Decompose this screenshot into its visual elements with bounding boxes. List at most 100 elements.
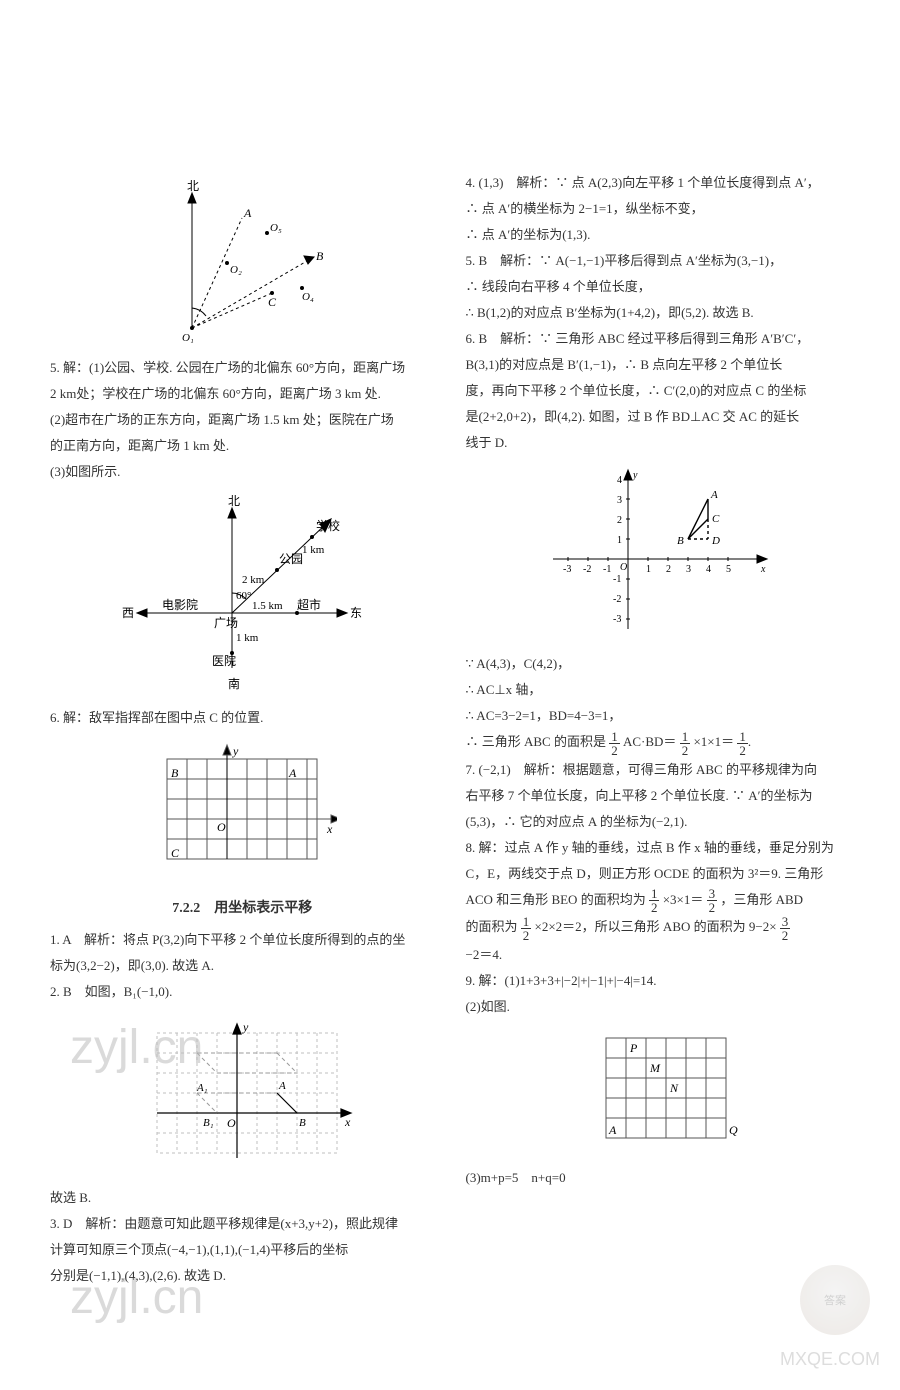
- svg-text:-2: -2: [613, 594, 621, 605]
- svg-text:3: 3: [617, 495, 622, 506]
- svg-text:O: O: [620, 562, 627, 573]
- figure-coord-abcd: -3 -2 -1 1 2 3 4 5 1 2 3 4 -1 -2 -3 O x y: [543, 464, 773, 639]
- area-prefix: ∴ 三角形 ABC 的面积是: [466, 734, 606, 749]
- svg-text:y: y: [632, 470, 638, 481]
- r-q7-2: 右平移 7 个单位长度，向上平移 2 个单位长度. ∵ A′的坐标为: [466, 783, 851, 809]
- q5-line-3: (2)超市在广场的正东方向，距离广场 1.5 km 处；医院在广场: [50, 407, 435, 433]
- svg-text:x: x: [760, 564, 766, 575]
- svg-text:D: D: [711, 535, 720, 547]
- q5-line-5: (3)如图所示.: [50, 459, 435, 485]
- svg-text:东: 东: [350, 606, 362, 620]
- q8c: ，三角形 ABD: [720, 892, 803, 907]
- r-q8-1: 8. 解：过点 A 作 y 轴的垂线，过点 B 作 x 轴的垂线，垂足分别为: [466, 835, 851, 861]
- q3-line-2: 计算可知原三个顶点(−4,−1),(1,1),(−1,4)平移后的坐标: [50, 1237, 435, 1263]
- svg-text:B: B: [316, 249, 324, 263]
- svg-text:y: y: [242, 1020, 249, 1034]
- frac-3-2-b: 32: [780, 915, 791, 942]
- svg-text:广场: 广场: [214, 616, 238, 630]
- svg-text:学校: 学校: [316, 518, 340, 533]
- svg-text:-3: -3: [563, 564, 571, 575]
- figure-translate-ab: O x y A B A₁ B₁: [127, 1013, 357, 1173]
- svg-text:-2: -2: [583, 564, 591, 575]
- svg-text:B: B: [171, 766, 179, 780]
- svg-text:A: A: [243, 206, 252, 220]
- q8e: ×2×2＝2，所以三角形 ABO 的面积为 9−2×: [535, 919, 777, 934]
- svg-text:x: x: [326, 822, 333, 836]
- r-q6-3: 度，再向下平移 2 个单位长度，∴ C′(2,0)的对应点 C 的坐标: [466, 378, 851, 404]
- frac-half-3: 12: [737, 730, 748, 757]
- svg-text:x: x: [344, 1115, 351, 1129]
- svg-text:-1: -1: [613, 574, 621, 585]
- r-q5-1: 5. B 解析：∵ A(−1,−1)平移后得到点 A′坐标为(3,−1)，: [466, 248, 851, 274]
- frac-half-5: 12: [521, 915, 532, 942]
- r-q7-1: 7. (−2,1) 解析：根据题意，可得三角形 ABC 的平移规律为向: [466, 757, 851, 783]
- r-q8-end: −2＝4.: [466, 942, 851, 968]
- svg-text:O: O: [227, 1116, 236, 1130]
- svg-text:西: 西: [122, 606, 134, 620]
- q3-line-1: 3. D 解析：由题意可知此题平移规律是(x+3,y+2)，照此规律: [50, 1211, 435, 1237]
- svg-text:超市: 超市: [297, 597, 321, 612]
- svg-text:1: 1: [646, 564, 651, 575]
- corner-badge: 答案: [800, 1265, 870, 1335]
- svg-text:B: B: [677, 535, 684, 547]
- frac-3-2-a: 32: [707, 887, 718, 914]
- q8d: 的面积为: [466, 919, 518, 934]
- svg-text:A: A: [278, 1080, 286, 1092]
- svg-text:1 km: 1 km: [302, 544, 325, 556]
- svg-text:1 km: 1 km: [236, 632, 259, 644]
- right-column: 4. (1,3) 解析：∵ 点 A(2,3)向左平移 1 个单位长度得到点 A′…: [466, 170, 851, 1289]
- svg-text:1: 1: [617, 535, 622, 546]
- q5-line-1: 5. 解：(1)公园、学校. 公园在广场的北偏东 60°方向，距离广场: [50, 355, 435, 381]
- svg-text:医院: 医院: [212, 654, 236, 668]
- q5-line-4: 的正南方向，距离广场 1 km 处.: [50, 433, 435, 459]
- svg-text:2: 2: [617, 515, 622, 526]
- svg-text:-1: -1: [603, 564, 611, 575]
- svg-text:60°: 60°: [236, 590, 251, 602]
- r-q9-2: (2)如图.: [466, 994, 851, 1020]
- frac-half-4: 12: [649, 887, 660, 914]
- badge-text: 答案: [824, 1292, 846, 1308]
- svg-text:M: M: [649, 1061, 661, 1075]
- svg-text:C: C: [268, 295, 277, 309]
- q8a: ACO 和三角形 BEO 的面积均为: [466, 892, 646, 907]
- svg-text:O₁: O₁: [182, 332, 194, 343]
- svg-text:A₁: A₁: [196, 1082, 208, 1094]
- r-q5-2: ∴ 线段向右平移 4 个单位长度，: [466, 274, 851, 300]
- r-q6-2: B(3,1)的对应点是 B′(1,−1)，∴ B 点向左平移 2 个单位长: [466, 352, 851, 378]
- svg-text:O₂: O₂: [230, 264, 242, 276]
- q1-line-1: 1. A 解析：将点 P(3,2)向下平移 2 个单位长度所得到的点的坐: [50, 927, 435, 953]
- r-q4-1: 4. (1,3) 解析：∵ 点 A(2,3)向左平移 1 个单位长度得到点 A′…: [466, 170, 851, 196]
- area-mid: AC·BD＝: [623, 734, 676, 749]
- svg-text:C: C: [171, 846, 180, 860]
- r-q9-1: 9. 解：(1)1+3+3+|−2|+|−1|+|−4|=14.: [466, 968, 851, 994]
- q2-tail: 故选 B.: [50, 1185, 435, 1211]
- svg-text:A: A: [608, 1123, 617, 1137]
- svg-text:-3: -3: [613, 614, 621, 625]
- r-q6-1: 6. B 解析：∵ 三角形 ABC 经过平移后得到三角形 A′B′C′，: [466, 326, 851, 352]
- svg-text:公园: 公园: [279, 552, 303, 566]
- corner-watermark: MXQE.COM: [780, 1349, 880, 1370]
- r-q6-area: ∴ 三角形 ABC 的面积是 12 AC·BD＝ 12 ×1×1＝ 12.: [466, 729, 851, 757]
- svg-text:B: B: [299, 1117, 306, 1129]
- svg-text:A: A: [710, 489, 718, 501]
- figure-map: 北 南 东 西 电影院 广场 公园 学校 超市 医院 2 km 1 km 1.5…: [112, 493, 372, 693]
- r-q5-3: ∴ B(1,2)的对应点 B′坐标为(1+4,2)，即(5,2). 故选 B.: [466, 300, 851, 326]
- section-title: 7.2.2 用坐标表示平移: [50, 897, 435, 917]
- svg-text:N: N: [669, 1081, 679, 1095]
- r-q8-mid2: 的面积为 12 ×2×2＝2，所以三角形 ABO 的面积为 9−2× 32: [466, 914, 851, 942]
- svg-text:北: 北: [187, 179, 199, 193]
- svg-text:4: 4: [706, 564, 711, 575]
- svg-text:电影院: 电影院: [162, 598, 198, 612]
- r-q6-t2: ∴ AC⊥x 轴，: [466, 677, 851, 703]
- svg-text:O: O: [217, 820, 226, 834]
- svg-text:3: 3: [686, 564, 691, 575]
- svg-text:y: y: [232, 744, 239, 758]
- q6-line: 6. 解：敌军指挥部在图中点 C 的位置.: [50, 705, 435, 731]
- svg-text:Q: Q: [729, 1123, 738, 1137]
- svg-text:5: 5: [726, 564, 731, 575]
- svg-text:南: 南: [228, 676, 240, 691]
- svg-text:2: 2: [666, 564, 671, 575]
- r-q8-mid: ACO 和三角形 BEO 的面积均为 12 ×3×1＝ 32 ，三角形 ABD: [466, 887, 851, 915]
- q2-line: 2. B 如图，B₁(−1,0).: [50, 979, 435, 1005]
- svg-text:4: 4: [617, 475, 622, 486]
